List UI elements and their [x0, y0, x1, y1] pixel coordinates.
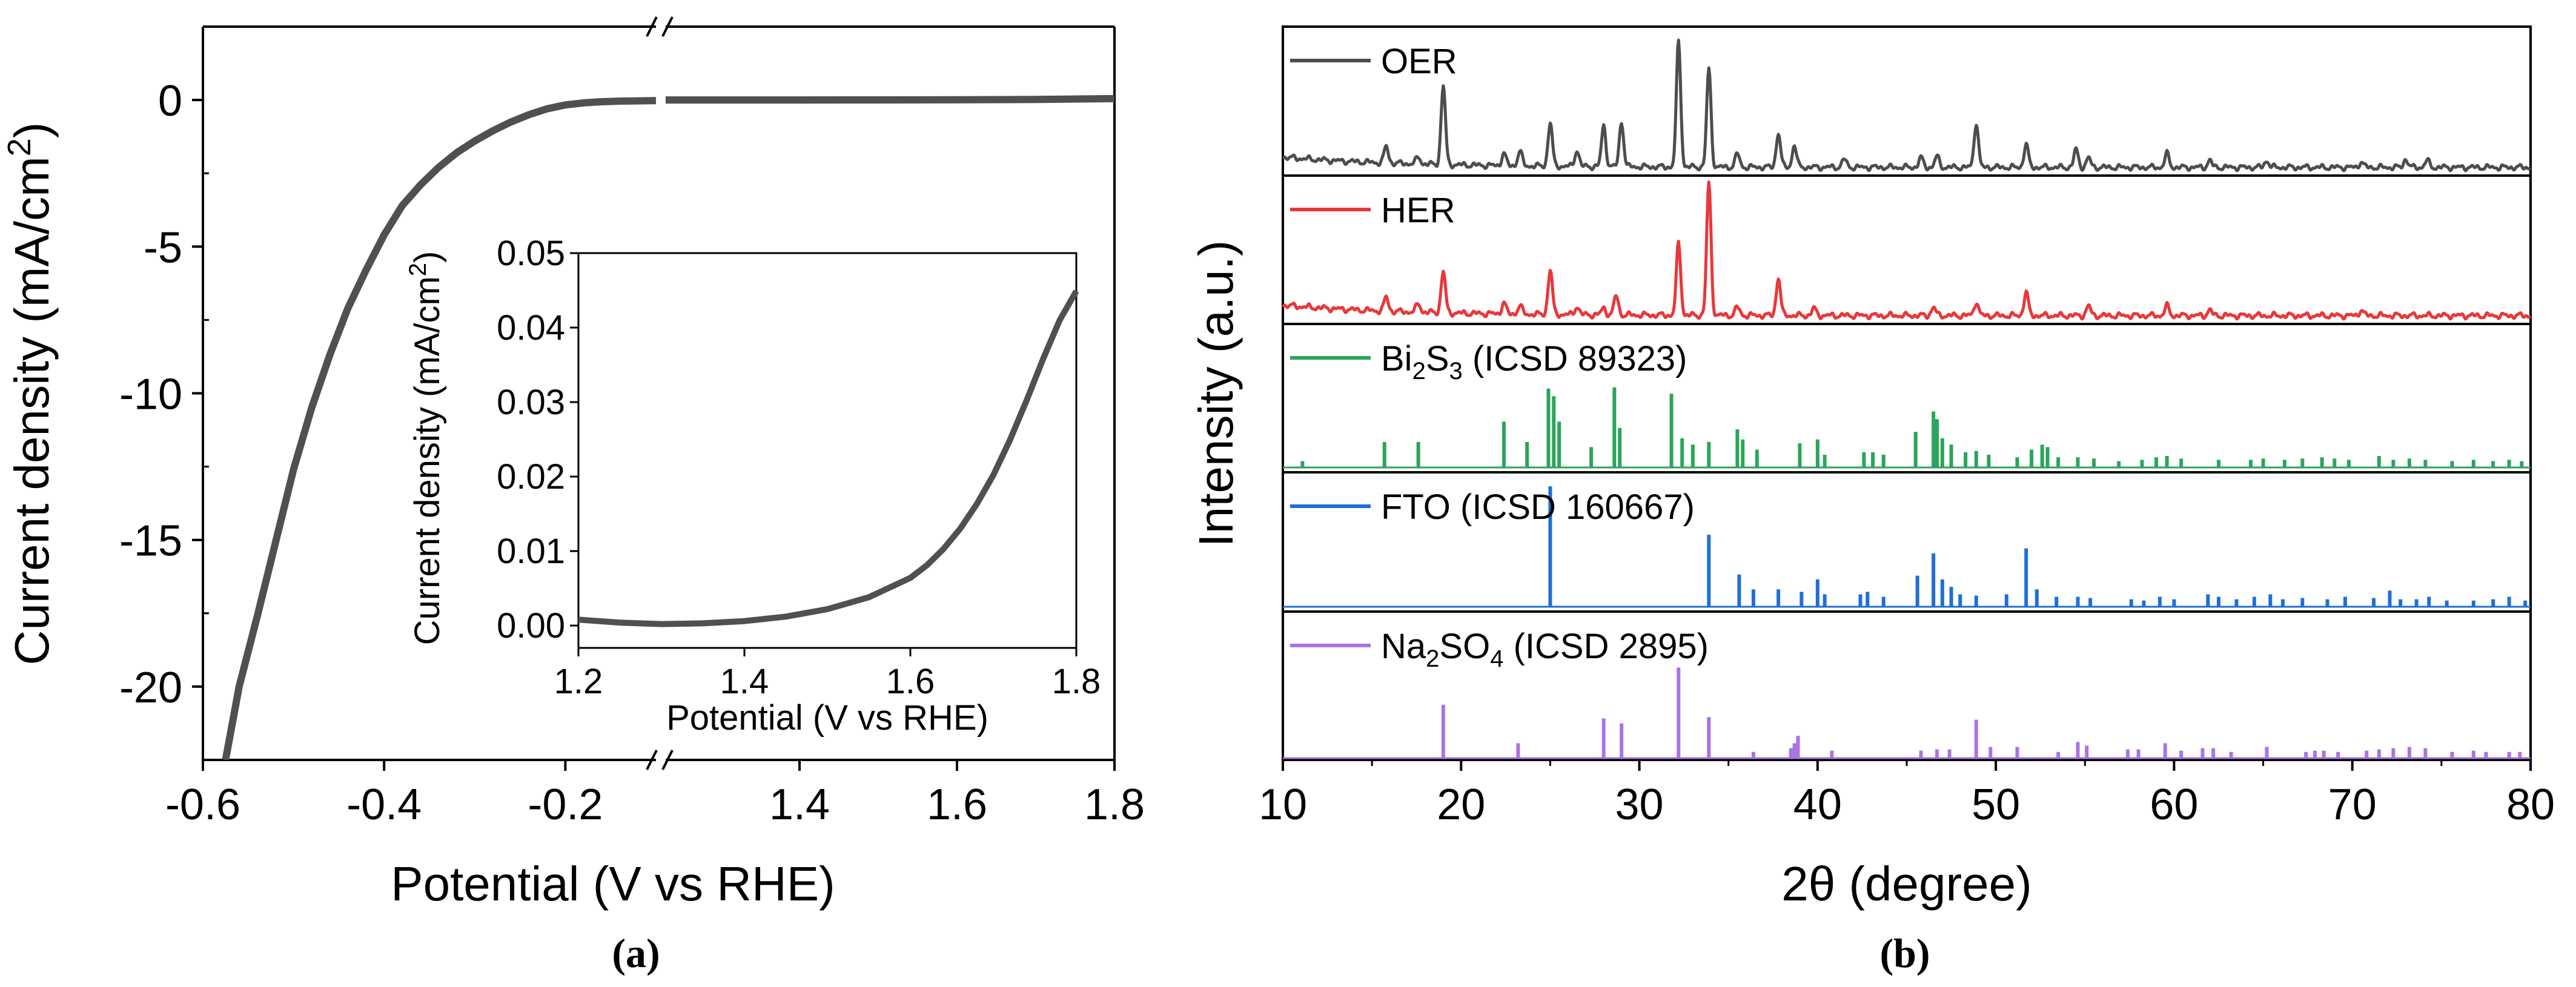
axis-break-mark-bottom	[646, 750, 658, 770]
lsv-curve-anodic	[666, 94, 1114, 104]
panel-a-label: (a)	[612, 930, 660, 976]
axis-break-mark-top	[661, 16, 674, 37]
inset-y-tick-label: 0.02	[497, 457, 565, 497]
x-axis-title: Potential (V vs RHE)	[391, 857, 835, 911]
x-tick-label: 40	[1793, 781, 1842, 829]
inset-lsv-curve	[578, 289, 1079, 627]
inset-y-tick-label: 0.05	[497, 234, 565, 273]
y-tick-label: 0	[158, 77, 182, 125]
x-tick-label: 70	[2328, 781, 2377, 829]
x-tick-label: 1.4	[769, 781, 830, 829]
y-axis-title: Intensity (a.u.)	[1189, 240, 1243, 547]
x-tick-label: -0.2	[528, 781, 603, 829]
inset-x-tick-label: 1.6	[886, 662, 935, 701]
inset-x-tick-label: 1.2	[554, 662, 603, 701]
inset-frame	[577, 252, 1078, 649]
lsv-curve-cathodic	[222, 97, 657, 760]
stacked-panel-her: HER	[1282, 180, 2532, 321]
inset-y-axis-title: Current density (mA/cm2)	[405, 251, 447, 645]
panel-b-label: (b)	[1879, 930, 1930, 976]
x-tick-label: 1.6	[927, 781, 987, 829]
legend-label: Bi2S3 (ICSD 89323)	[1381, 339, 1687, 385]
inset-y-tick-label: 0.03	[497, 383, 565, 422]
inset-y-tick-label: 0.00	[497, 606, 565, 645]
x-tick-label: 10	[1259, 781, 1307, 829]
xrd-pattern-line	[1282, 38, 2532, 173]
inset-x-axis-title: Potential (V vs RHE)	[666, 698, 988, 738]
panel-b-xrd-chart: 10 20 30 40 50 60 70 80 2θ (degree) Intensity (a.…	[1189, 25, 2555, 911]
inset-x-tick-label: 1.8	[1052, 662, 1101, 701]
stacked-panel-na2so4-icsd-2895-: Na2SO4 (ICSD 2895)	[1283, 627, 2531, 759]
inset-x-tick-label: 1.4	[720, 662, 769, 701]
legend-label: Na2SO4 (ICSD 2895)	[1381, 627, 1709, 672]
panel-a-lsv-chart: 0 -5 -10 -15 -20 -0.6 -0.4 -0.2 1.4 1.6 1.8 Potenti…	[1, 16, 1145, 911]
legend-label: FTO (ICSD 160667)	[1381, 487, 1695, 527]
x-tick-label: 50	[1972, 781, 2020, 829]
x-tick-label: 1.8	[1084, 781, 1145, 829]
legend-label: HER	[1381, 191, 1455, 230]
x-tick-label: 80	[2506, 781, 2555, 829]
y-tick-label: -20	[119, 664, 182, 712]
stacked-panel-bi2s3-icsd-89323-: Bi2S3 (ICSD 89323)	[1283, 339, 2531, 469]
x-tick-label: 30	[1615, 781, 1664, 829]
x-tick-label: -0.4	[346, 781, 422, 829]
x-tick-label: -0.6	[165, 781, 240, 829]
y-axis-title: Current density (mA/cm2)	[1, 122, 59, 665]
stacked-panel-oer: OER	[1282, 38, 2532, 173]
legend-label: OER	[1381, 42, 1457, 81]
inset-y-tick-label: 0.01	[497, 532, 565, 571]
x-tick-label: 20	[1437, 781, 1485, 829]
x-axis-title: 2θ (degree)	[1781, 857, 2032, 911]
axis-break-mark-top	[646, 16, 658, 37]
x-tick-label: 60	[2150, 781, 2198, 829]
y-tick-label: -15	[119, 517, 182, 566]
y-tick-label: -5	[144, 223, 182, 272]
xrd-pattern-line	[1282, 180, 2532, 321]
stacked-panel-fto-icsd-160667-: FTO (ICSD 160667)	[1283, 486, 2531, 608]
y-tick-label: -10	[119, 371, 182, 419]
inset-y-tick-label: 0.04	[497, 308, 565, 348]
axis-break-mark-bottom	[661, 750, 674, 770]
